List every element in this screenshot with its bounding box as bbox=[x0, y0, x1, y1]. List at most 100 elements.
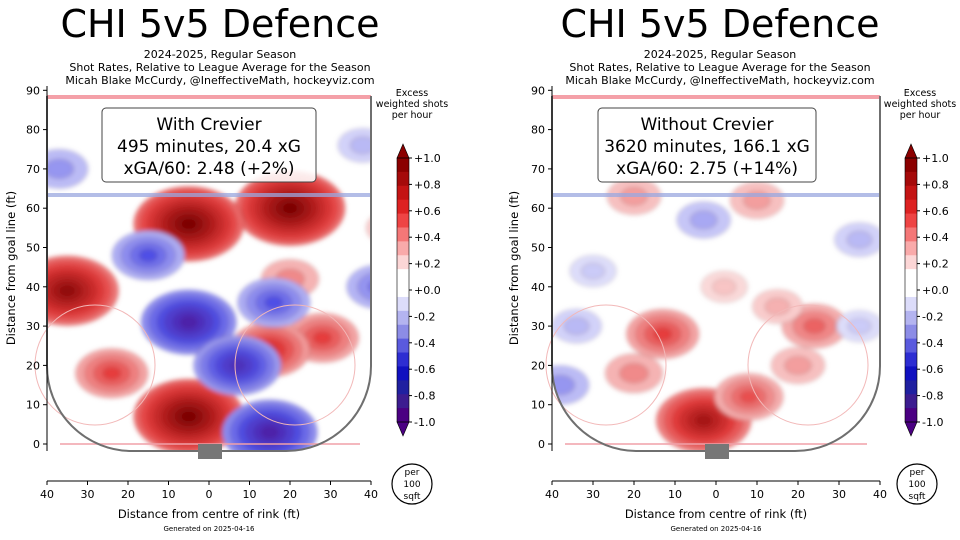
colorbar-segment bbox=[397, 352, 409, 367]
faceoff-circle-right bbox=[234, 304, 356, 426]
y-tick-label: 80 bbox=[26, 124, 40, 137]
colorbar-segment bbox=[905, 213, 917, 228]
hotspot-contour bbox=[350, 136, 371, 155]
colorbar-segment bbox=[397, 171, 409, 187]
per-unit-circle bbox=[391, 463, 433, 505]
colorbar-segment bbox=[397, 158, 409, 173]
hotspot-contour bbox=[581, 262, 605, 280]
colorbar-segment bbox=[397, 227, 409, 242]
colorbar-title-line-1: Excess bbox=[396, 88, 428, 99]
hotspot bbox=[140, 289, 237, 355]
colorbar-segment bbox=[397, 324, 409, 340]
x-tick-label: 10 bbox=[750, 488, 764, 501]
hotspot bbox=[676, 201, 731, 239]
hotspot-contour bbox=[181, 218, 196, 229]
hotspot-contour bbox=[803, 318, 826, 334]
colorbar-tick-label: +0.0 bbox=[414, 284, 441, 297]
per-unit-line-3: sqft bbox=[404, 492, 421, 502]
hotspot bbox=[569, 255, 617, 288]
colorbar-tick-label: +0.6 bbox=[922, 205, 949, 218]
per-unit-line-1: per bbox=[405, 468, 420, 478]
colorbar-segment bbox=[397, 241, 409, 256]
colorbar-title-line-2: weighted shots bbox=[884, 99, 956, 110]
hotspot bbox=[193, 335, 282, 396]
x-tick-label: 30 bbox=[324, 488, 338, 501]
hotspot bbox=[770, 346, 826, 384]
hotspot-contour bbox=[764, 297, 791, 316]
x-tick-label: 10 bbox=[668, 488, 682, 501]
colorbar-segment bbox=[397, 185, 409, 201]
colorbar-segment bbox=[397, 199, 409, 215]
faceoff-circle-left bbox=[545, 304, 667, 426]
goal-net bbox=[705, 444, 729, 459]
hotspot bbox=[604, 353, 664, 394]
colorbar-tick-label: +0.4 bbox=[922, 231, 949, 244]
colorbar-segment bbox=[397, 380, 409, 395]
colorbar-tick-label: +0.8 bbox=[922, 178, 949, 191]
colorbar-tick-label: -0.4 bbox=[922, 337, 943, 350]
colorbar-segment bbox=[905, 158, 917, 173]
colorbar-segment bbox=[905, 310, 917, 326]
chart-subtitle-author: Micah Blake McCurdy, @IneffectiveMath, h… bbox=[65, 74, 374, 87]
y-tick-label: 70 bbox=[26, 163, 40, 176]
colorbar-segment bbox=[397, 283, 409, 298]
info-box bbox=[101, 107, 317, 183]
hotspot-contour bbox=[357, 271, 371, 302]
hotspot-contour bbox=[712, 278, 737, 295]
y-tick-label: 50 bbox=[26, 242, 40, 255]
colorbar-segment bbox=[397, 408, 409, 423]
x-tick-label: 10 bbox=[162, 488, 176, 501]
colorbar-title-line-1: Excess bbox=[904, 88, 936, 99]
generated-footer: Generated on 2025-04-16 bbox=[671, 525, 763, 533]
colorbar-segment bbox=[905, 255, 917, 270]
hotspot bbox=[346, 264, 371, 310]
left-chart-svg: CHI 5v5 Defence 2024-2025, Regular Seaso… bbox=[4, 2, 448, 533]
colorbar-top-arrow bbox=[396, 143, 410, 159]
hotspot bbox=[133, 378, 245, 451]
hotspot-contour bbox=[563, 317, 590, 335]
y-tick-label: 30 bbox=[531, 320, 545, 333]
hotspot bbox=[111, 230, 185, 281]
hotspot bbox=[237, 277, 311, 328]
y-tick-label: 90 bbox=[26, 84, 40, 97]
info-box bbox=[597, 107, 817, 183]
info-box-minutes: 3620 minutes, 166.1 xG bbox=[604, 137, 810, 157]
y-tick-label: 0 bbox=[538, 438, 545, 451]
y-tick-label: 70 bbox=[531, 163, 545, 176]
hotspot bbox=[836, 310, 880, 343]
hotspot-contour bbox=[313, 331, 332, 345]
per-unit-line-2: 100 bbox=[908, 480, 925, 490]
hotspot-contour bbox=[346, 264, 371, 310]
hotspot-contour bbox=[552, 374, 575, 396]
colorbar-tick-label: +0.4 bbox=[414, 231, 441, 244]
colorbar-segment bbox=[397, 394, 409, 409]
hotspot bbox=[365, 210, 371, 246]
hotspot-contour bbox=[138, 248, 158, 262]
colorbar-tick-label: +0.8 bbox=[414, 178, 441, 191]
hotspot-contour bbox=[47, 158, 74, 179]
left-panel: CHI 5v5 Defence 2024-2025, Regular Seaso… bbox=[4, 2, 448, 533]
hotspot-contour bbox=[59, 285, 75, 297]
y-tick-label: 60 bbox=[26, 202, 40, 215]
colorbar-tick-label: -0.8 bbox=[414, 390, 435, 403]
colorbar-segment bbox=[397, 310, 409, 326]
info-box-condition: Without Crevier bbox=[640, 115, 773, 135]
x-tick-label: 40 bbox=[364, 488, 378, 501]
x-tick-label: 20 bbox=[121, 488, 135, 501]
colorbar-bottom-arrow bbox=[904, 421, 918, 437]
hotspot-contour bbox=[689, 210, 718, 230]
colorbar-tick-label: -0.2 bbox=[414, 310, 435, 323]
colorbar-top-arrow bbox=[904, 143, 918, 159]
hotspot bbox=[729, 181, 785, 219]
colorbar-tick-label: +0.6 bbox=[414, 205, 441, 218]
hotspot bbox=[752, 289, 803, 324]
hotspot bbox=[552, 308, 602, 344]
chart-subtitle-author: Micah Blake McCurdy, @IneffectiveMath, h… bbox=[565, 74, 874, 87]
right-panel: CHI 5v5 Defence 2024-2025, Regular Seaso… bbox=[480, 0, 960, 540]
colorbar-segment bbox=[397, 213, 409, 228]
colorbar-tick-label: -0.6 bbox=[414, 363, 435, 376]
colorbar-title-line-3: per hour bbox=[392, 110, 433, 121]
y-axis-label: Distance from goal line (ft) bbox=[4, 191, 18, 345]
hotspot-contour bbox=[180, 316, 197, 328]
hotspot-contour bbox=[102, 366, 122, 380]
